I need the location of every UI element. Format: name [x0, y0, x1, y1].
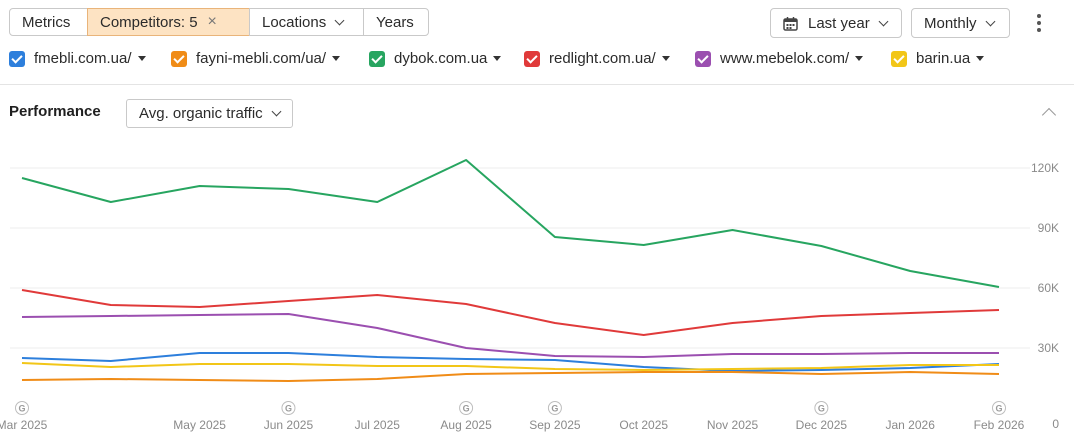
toolbar: Metrics Competitors: 5 × Locations Years…	[0, 0, 1074, 44]
collapse-icon[interactable]	[1041, 107, 1057, 123]
period-label: Last year	[808, 14, 870, 32]
x-tick-label: Jan 2026	[885, 418, 935, 432]
calendar-icon	[783, 16, 798, 31]
legend-label: dybok.com.ua	[394, 50, 488, 67]
locations-label: Locations	[262, 13, 327, 31]
legend-item[interactable]: www.mebelok.com/	[695, 50, 864, 67]
more-options-icon[interactable]	[1033, 12, 1045, 34]
competitors-label: Competitors: 5	[100, 13, 198, 31]
series-line	[21, 362, 999, 371]
series-line	[21, 371, 1000, 382]
legend-label: redlight.com.ua/	[549, 50, 656, 67]
metrics-label: Metrics	[22, 13, 71, 31]
x-tick-label: Sep 2025	[529, 418, 581, 432]
caret-down-icon[interactable]	[332, 56, 341, 61]
series-line	[21, 313, 999, 358]
locations-dropdown[interactable]: Locations	[249, 8, 364, 36]
x-tick-label: Dec 2025	[796, 418, 848, 432]
legend-item[interactable]: fayni-mebli.com/ua/	[171, 50, 341, 67]
line-chart: 0 30K 60K 90K 120K G G G G G G Mar 2025 May 2025 Jun …	[0, 159, 1059, 432]
g-marker-icon	[547, 401, 562, 415]
divider	[0, 84, 1074, 85]
caret-down-icon[interactable]	[493, 56, 502, 61]
years-label: Years	[376, 13, 414, 31]
chevron-down-icon	[271, 106, 282, 117]
period-dropdown[interactable]: Last year	[770, 8, 902, 38]
years-tab[interactable]: Years	[363, 8, 429, 36]
close-icon[interactable]: ×	[207, 13, 217, 30]
y-tick-label: 60K	[1038, 281, 1059, 295]
legend-item[interactable]: barin.ua	[891, 50, 985, 67]
metric-label: Avg. organic traffic	[139, 105, 263, 122]
g-marker-label: G	[818, 404, 825, 414]
legend-item[interactable]: dybok.com.ua	[369, 50, 502, 67]
g-marker-icon	[459, 401, 474, 415]
checkbox-icon[interactable]	[369, 50, 385, 67]
g-marker-label: G	[551, 404, 558, 414]
checkbox-icon[interactable]	[524, 50, 540, 67]
x-tick-label: Jun 2025	[264, 418, 314, 432]
chevron-down-icon	[878, 16, 889, 26]
x-tick-label: Nov 2025	[707, 418, 759, 432]
x-tick-label: Aug 2025	[440, 418, 492, 432]
x-tick-label: Oct 2025	[619, 418, 668, 432]
y-tick-label: 120K	[1031, 161, 1059, 175]
x-tick-label: Mar 2025	[0, 418, 48, 432]
chevron-down-icon	[985, 16, 995, 26]
metrics-tab[interactable]: Metrics	[9, 8, 88, 36]
interval-dropdown[interactable]: Monthly	[911, 8, 1010, 38]
y-tick-label: 90K	[1038, 221, 1059, 235]
g-marker-label: G	[18, 404, 25, 414]
g-marker-label: G	[995, 404, 1002, 414]
x-tick-label: May 2025	[173, 418, 226, 432]
series-line	[21, 289, 1000, 336]
series-line	[21, 159, 1000, 288]
metric-dropdown[interactable]: Avg. organic traffic	[126, 99, 293, 128]
checkbox-icon[interactable]	[171, 50, 187, 67]
competitors-filter[interactable]: Competitors: 5 ×	[87, 8, 250, 36]
legend-label: fmebli.com.ua/	[34, 50, 132, 67]
chevron-down-icon	[334, 15, 345, 25]
g-marker-icon	[281, 401, 296, 415]
checkbox-icon[interactable]	[9, 50, 25, 67]
checkbox-icon[interactable]	[695, 50, 711, 67]
y-tick-label: 0	[1052, 417, 1059, 431]
legend-item[interactable]: redlight.com.ua/	[524, 50, 670, 67]
g-marker-icon	[15, 401, 29, 415]
legend-label: www.mebelok.com/	[720, 50, 850, 67]
legend-label: fayni-mebli.com/ua/	[196, 50, 327, 67]
g-marker-label: G	[463, 404, 470, 414]
g-marker-icon	[992, 401, 1006, 415]
checkbox-icon[interactable]	[891, 50, 907, 67]
series-line	[21, 352, 1000, 372]
x-tick-label: Jul 2025	[355, 418, 401, 432]
g-marker-icon	[814, 401, 829, 415]
legend: fmebli.com.ua/ fayni-mebli.com/ua/ dybok…	[0, 46, 1074, 76]
y-tick-label: 30K	[1038, 341, 1059, 355]
legend-item[interactable]: fmebli.com.ua/	[9, 50, 146, 67]
caret-down-icon[interactable]	[661, 56, 670, 61]
legend-label: barin.ua	[916, 50, 971, 67]
x-tick-label: Feb 2026	[974, 418, 1025, 432]
caret-down-icon[interactable]	[855, 56, 864, 61]
caret-down-icon[interactable]	[137, 56, 146, 61]
interval-label: Monthly	[924, 14, 977, 32]
section-title: Performance	[9, 103, 101, 120]
g-marker-label: G	[285, 404, 292, 414]
caret-down-icon[interactable]	[976, 56, 985, 61]
